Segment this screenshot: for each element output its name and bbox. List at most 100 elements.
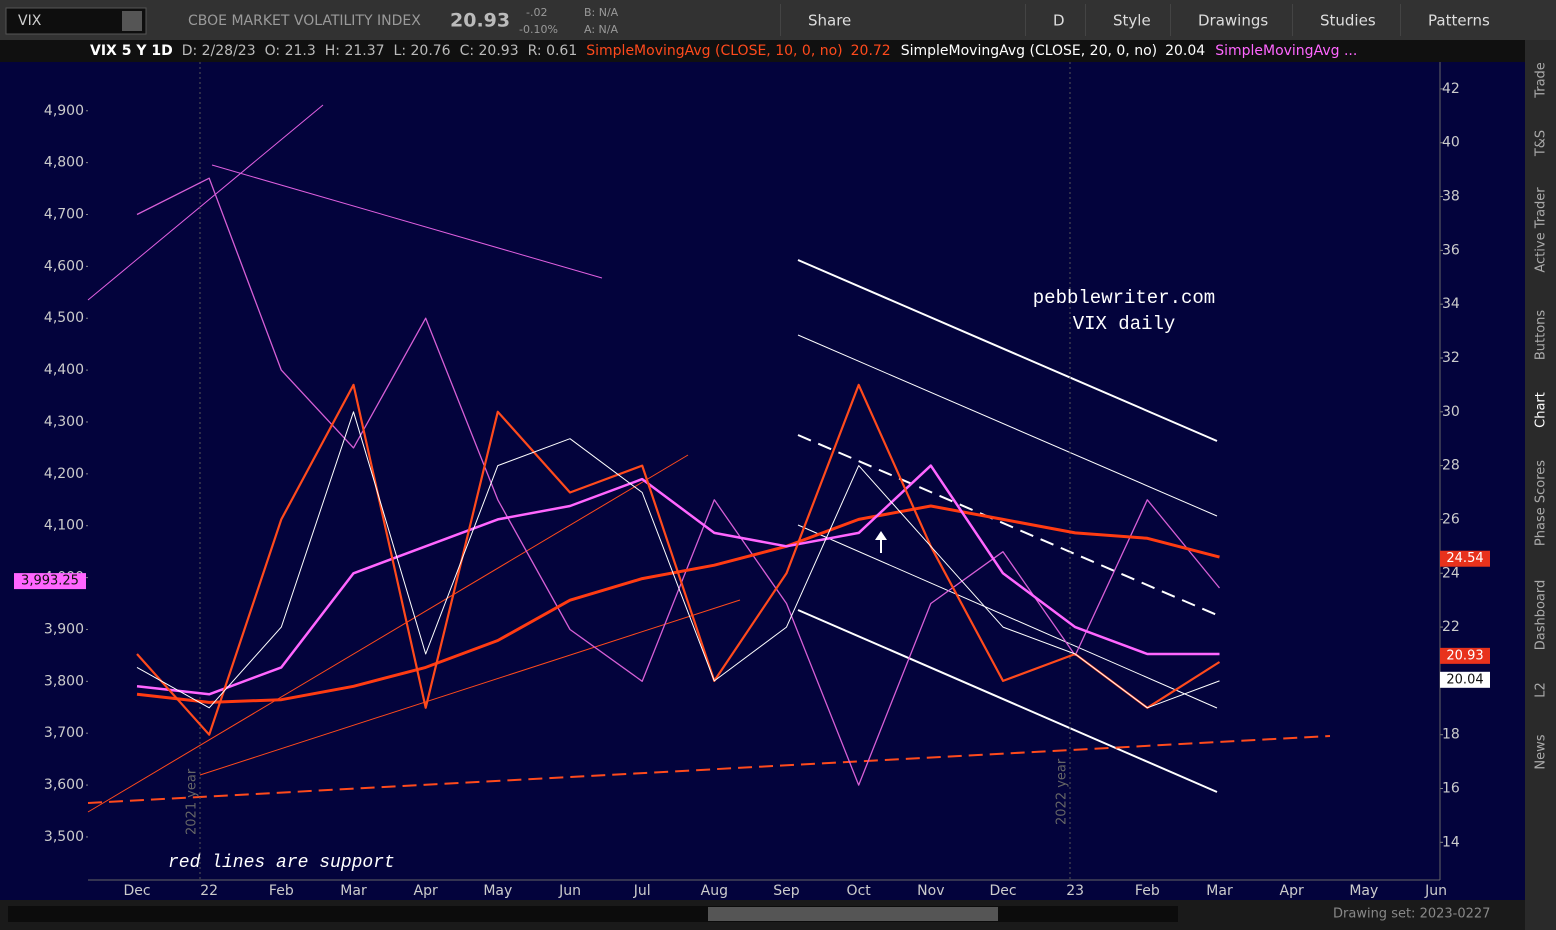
price-marker (1440, 550, 1490, 567)
toolbar-button-label[interactable]: Share (808, 12, 851, 30)
side-tab[interactable]: L2 (1534, 682, 1549, 698)
x-tick-label: 22 (200, 883, 218, 899)
year-label: 2021 year (185, 768, 200, 835)
change: -.02 (526, 6, 547, 19)
channel-line (797, 259, 1218, 442)
y2-tick-label: 24 (1442, 565, 1460, 581)
x-tick-label: Feb (1135, 883, 1160, 899)
price-marker-label: 24.54 (1446, 551, 1483, 566)
side-tab[interactable]: Trade (1534, 62, 1549, 99)
x-tick-label: Oct (847, 883, 872, 899)
toolbar-button-label[interactable]: Drawings (1198, 12, 1268, 30)
drawings (87, 62, 1331, 880)
year-label: 2022 year (1055, 758, 1070, 825)
y2-tick-label: 34 (1442, 296, 1460, 312)
y2-tick-label: 16 (1442, 781, 1460, 797)
y2-tick-label: 32 (1442, 350, 1460, 366)
toolbar-button[interactable] (1085, 4, 1086, 36)
info-open: O: 21.3 (265, 43, 316, 59)
price-marker (1440, 671, 1490, 688)
toolbar-button[interactable] (1400, 4, 1401, 36)
y-tick-label: 4,300 (44, 414, 84, 430)
price-marker-label: 3,993.25 (21, 574, 79, 589)
study-name: SimpleMovingAvg ... (1215, 43, 1357, 59)
symbol-dropdown[interactable] (122, 11, 142, 31)
y-tick-label: 4,400 (44, 362, 84, 378)
scrollbar[interactable] (8, 906, 1178, 922)
info-close: C: 20.93 (460, 43, 519, 59)
y-tick-label: 3,500 (44, 829, 84, 845)
y2-tick-label: 42 (1442, 81, 1460, 97)
y2-tick-label: 38 (1442, 189, 1460, 205)
y2-tick-label: 30 (1442, 404, 1460, 420)
x-tick-label: Nov (917, 883, 944, 899)
price-marker-label: 20.04 (1446, 672, 1483, 687)
toolbar-button[interactable] (1170, 4, 1171, 36)
y2-tick-label: 18 (1442, 727, 1460, 743)
side-tab[interactable]: News (1534, 734, 1549, 769)
y-tick-label: 4,600 (44, 258, 84, 274)
side-tab[interactable]: T&S (1534, 130, 1549, 157)
toolbar-button[interactable] (780, 4, 781, 36)
x-tick-label: Dec (989, 883, 1016, 899)
toolbar-button[interactable] (1292, 4, 1293, 36)
info-range: R: 0.61 (528, 43, 578, 59)
series-line (136, 464, 1220, 696)
toolbar-button-label[interactable]: D (1053, 12, 1065, 30)
study-name: SimpleMovingAvg (CLOSE, 20, 0, no) (901, 43, 1157, 59)
channel-line (797, 434, 1218, 616)
study-value: 20.72 (851, 43, 891, 59)
y-tick-label: 4,200 (44, 466, 84, 482)
side-tab[interactable]: Chart (1534, 392, 1549, 428)
toolbar-button-label[interactable]: Style (1113, 12, 1151, 30)
y-tick-label: 3,900 (44, 621, 84, 637)
annotation: pebblewriter.com (1033, 287, 1215, 309)
scroll-thumb[interactable] (708, 907, 998, 921)
support-line (199, 599, 741, 776)
x-tick-label: Apr (414, 883, 438, 899)
support-line (87, 454, 689, 813)
y-tick-label: 4,900 (44, 103, 84, 119)
y-tick-label: 3,800 (44, 673, 84, 689)
x-tick-label: Mar (340, 883, 367, 899)
side-tab[interactable]: Buttons (1534, 310, 1549, 361)
x-tick-label: Feb (269, 883, 294, 899)
channel-line (797, 334, 1218, 517)
side-tab[interactable]: Active Trader (1534, 187, 1549, 273)
info-high: H: 21.37 (325, 43, 385, 59)
annotation: red lines are support (168, 853, 395, 873)
x-tick-label: May (483, 883, 512, 899)
info-date: D: 2/28/23 (182, 43, 256, 59)
change-pct: -0.10% (519, 23, 558, 36)
chart-area (0, 62, 1525, 900)
y2-tick-label: 36 (1442, 242, 1460, 258)
ask: A: N/A (584, 23, 618, 36)
study-name: SimpleMovingAvg (CLOSE, 10, 0, no) (586, 43, 842, 59)
toolbar-button-label[interactable]: Studies (1320, 12, 1376, 30)
drawing-set: Drawing set: 2023-0227 (1333, 907, 1490, 922)
y2-tick-label: 22 (1442, 619, 1460, 635)
y-tick-label: 3,700 (44, 725, 84, 741)
x-tick-label: Apr (1280, 883, 1304, 899)
price-marker-label: 20.93 (1446, 648, 1483, 663)
x-tick-label: May (1349, 883, 1378, 899)
toolbar-button[interactable] (1025, 4, 1026, 36)
info-bar (0, 40, 1525, 62)
toolbar-button-label[interactable]: Patterns (1428, 12, 1490, 30)
series-line (136, 411, 1220, 709)
x-tick-label: Jul (633, 883, 651, 899)
symbol: VIX (18, 13, 42, 29)
y2-tick-label: 28 (1442, 458, 1460, 474)
annotation: VIX daily (1073, 313, 1176, 335)
trend-line (211, 164, 603, 279)
series-line (136, 177, 1221, 786)
y-tick-label: 4,500 (44, 310, 84, 326)
info-symbol_period: VIX 5 Y 1D (90, 43, 173, 59)
side-tab[interactable]: Phase Scores (1534, 460, 1549, 546)
y2-tick-label: 26 (1442, 511, 1460, 527)
x-tick-label: Jun (1424, 883, 1447, 899)
toolbar (0, 0, 1556, 40)
last-price: 20.93 (450, 10, 510, 32)
side-tab[interactable]: Dashboard (1534, 580, 1549, 651)
